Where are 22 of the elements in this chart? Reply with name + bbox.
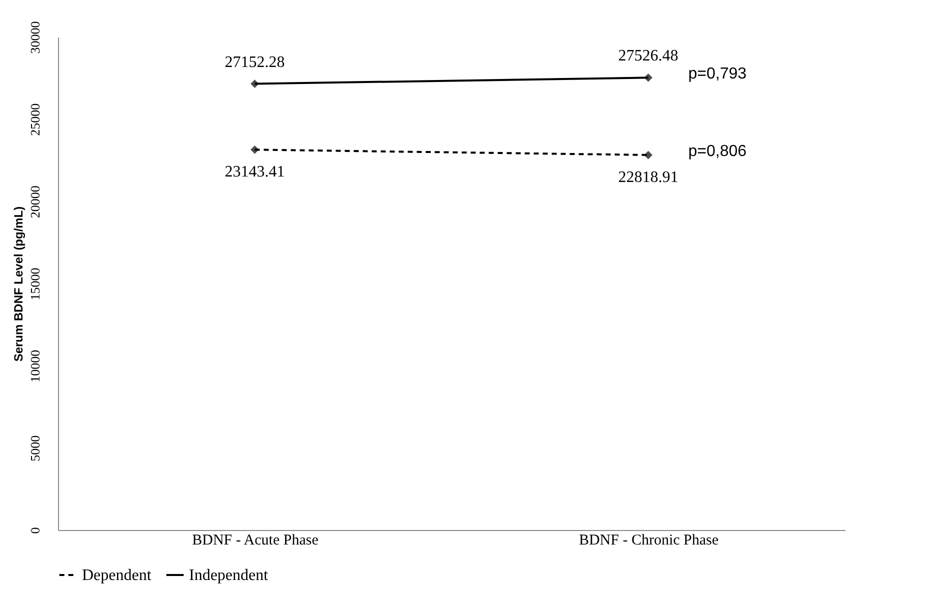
point [250, 145, 259, 154]
x-tick-label: BDNF - Chronic Phase [578, 532, 719, 548]
point [250, 80, 259, 88]
legend-label: Dependent [82, 567, 152, 584]
data-label: 23143.41 [224, 164, 285, 181]
y-tick-label: 30000 [28, 21, 42, 54]
y-axis-title: Serum BDNF Level (pg/mL) [12, 206, 26, 362]
y-tick-label: 25000 [28, 103, 42, 136]
legend-label: Independent [189, 567, 269, 584]
y-tick-label: 0 [28, 527, 42, 534]
point [644, 73, 652, 82]
y-tick-label: 15000 [28, 268, 42, 300]
y-tick-label: 20000 [28, 186, 42, 218]
annotation: p=0,806 [688, 143, 747, 160]
data-label: 27526.48 [618, 48, 678, 65]
point [644, 150, 652, 160]
data-label: 22818.91 [618, 169, 678, 186]
y-tick-label: 5000 [28, 435, 42, 462]
data-label: 27152.28 [224, 54, 285, 71]
annotation: p=0,793 [688, 66, 747, 83]
x-tick-label: BDNF - Acute Phase [192, 532, 319, 548]
y-tick-label: 10000 [28, 350, 42, 382]
